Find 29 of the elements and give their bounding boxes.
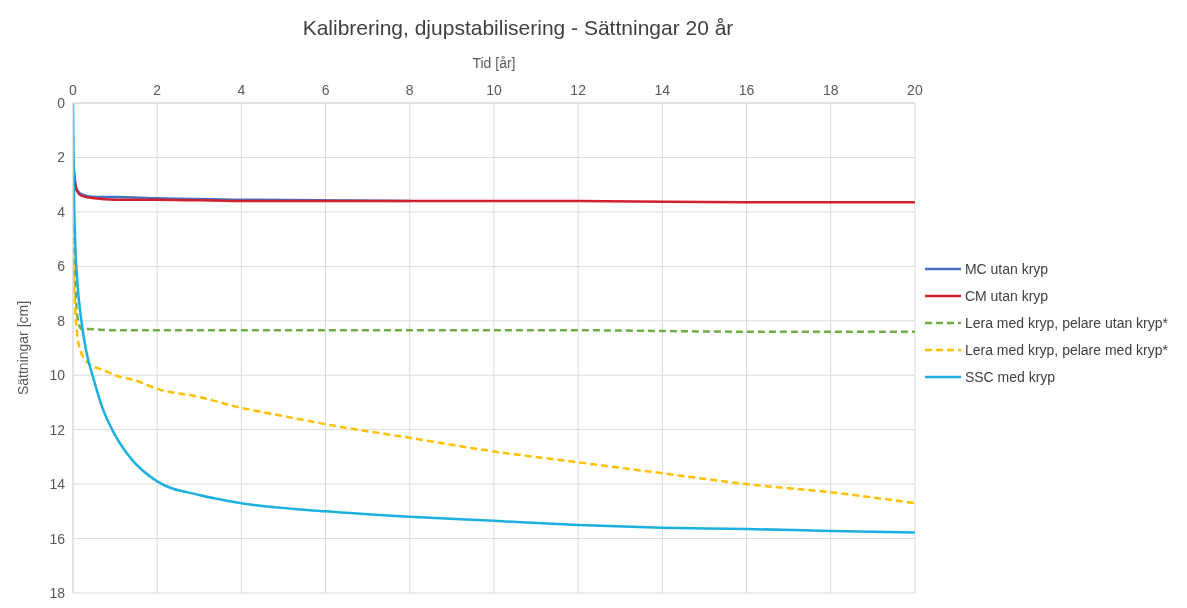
y-tick-label: 10 (49, 367, 66, 384)
x-axis-title: Tid [år] (472, 54, 516, 71)
y-tick-label: 0 (57, 94, 66, 111)
x-tick-label: 20 (907, 82, 923, 98)
y-tick-label: 4 (57, 203, 66, 220)
y-tick-label: 14 (49, 476, 66, 493)
x-tick-label: 12 (570, 82, 587, 98)
y-tick-label: 12 (49, 421, 66, 438)
y-tick-label: 6 (57, 258, 66, 275)
x-tick-label: 4 (237, 82, 246, 98)
legend-label: SSC med kryp (964, 369, 1056, 385)
y-axis-title: Sättningar [cm] (14, 300, 31, 396)
legend-label: Lera med kryp, pelare utan kryp* (964, 315, 1168, 331)
x-tick-label: 10 (486, 82, 502, 98)
y-tick-label: 2 (57, 149, 66, 166)
x-tick-label: 14 (654, 82, 671, 98)
x-tick-label: 2 (153, 82, 162, 98)
x-tick-label: 6 (321, 82, 330, 98)
legend-label: MC utan kryp (964, 261, 1049, 277)
legend-label: Lera med kryp, pelare med kryp* (964, 342, 1168, 358)
x-tick-label: 8 (405, 82, 414, 98)
legend-label: CM utan kryp (964, 288, 1049, 304)
y-tick-label: 18 (49, 584, 66, 601)
x-tick-label: 16 (738, 82, 755, 98)
y-tick-label: 8 (57, 312, 66, 329)
y-tick-label: 16 (49, 530, 66, 547)
chart-title: Kalibrering, djupstabilisering - Sättningar 20 år (301, 15, 735, 41)
x-tick-label: 0 (69, 82, 78, 98)
x-tick-label: 18 (822, 82, 839, 98)
